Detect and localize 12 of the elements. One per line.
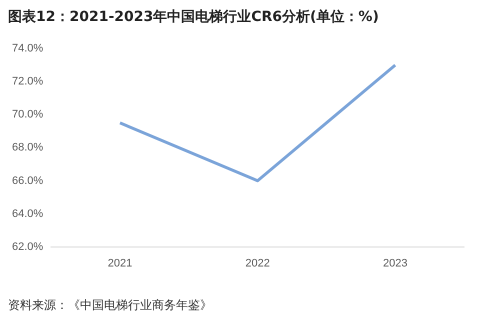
y-tick-label: 70.0% bbox=[12, 108, 44, 121]
chart-title: 图表12：2021-2023年中国电梯行业CR6分析(单位：%) bbox=[8, 8, 379, 26]
text: 资料来源：《中国电梯行业商务年鉴》 bbox=[8, 297, 212, 314]
x-tick-label: 2022 bbox=[245, 257, 270, 270]
y-tick-label: 64.0% bbox=[12, 208, 44, 220]
y-tick-label: 72.0% bbox=[12, 76, 44, 88]
x-tick-label: 2021 bbox=[108, 257, 132, 270]
y-tick-label: 74.0% bbox=[12, 42, 44, 55]
y-tick-label: 68.0% bbox=[12, 142, 44, 154]
x-tick-label: 2023 bbox=[382, 257, 408, 270]
y-tick-label: 66.0% bbox=[12, 174, 44, 187]
y-tick-label: 62.0% bbox=[12, 240, 44, 253]
